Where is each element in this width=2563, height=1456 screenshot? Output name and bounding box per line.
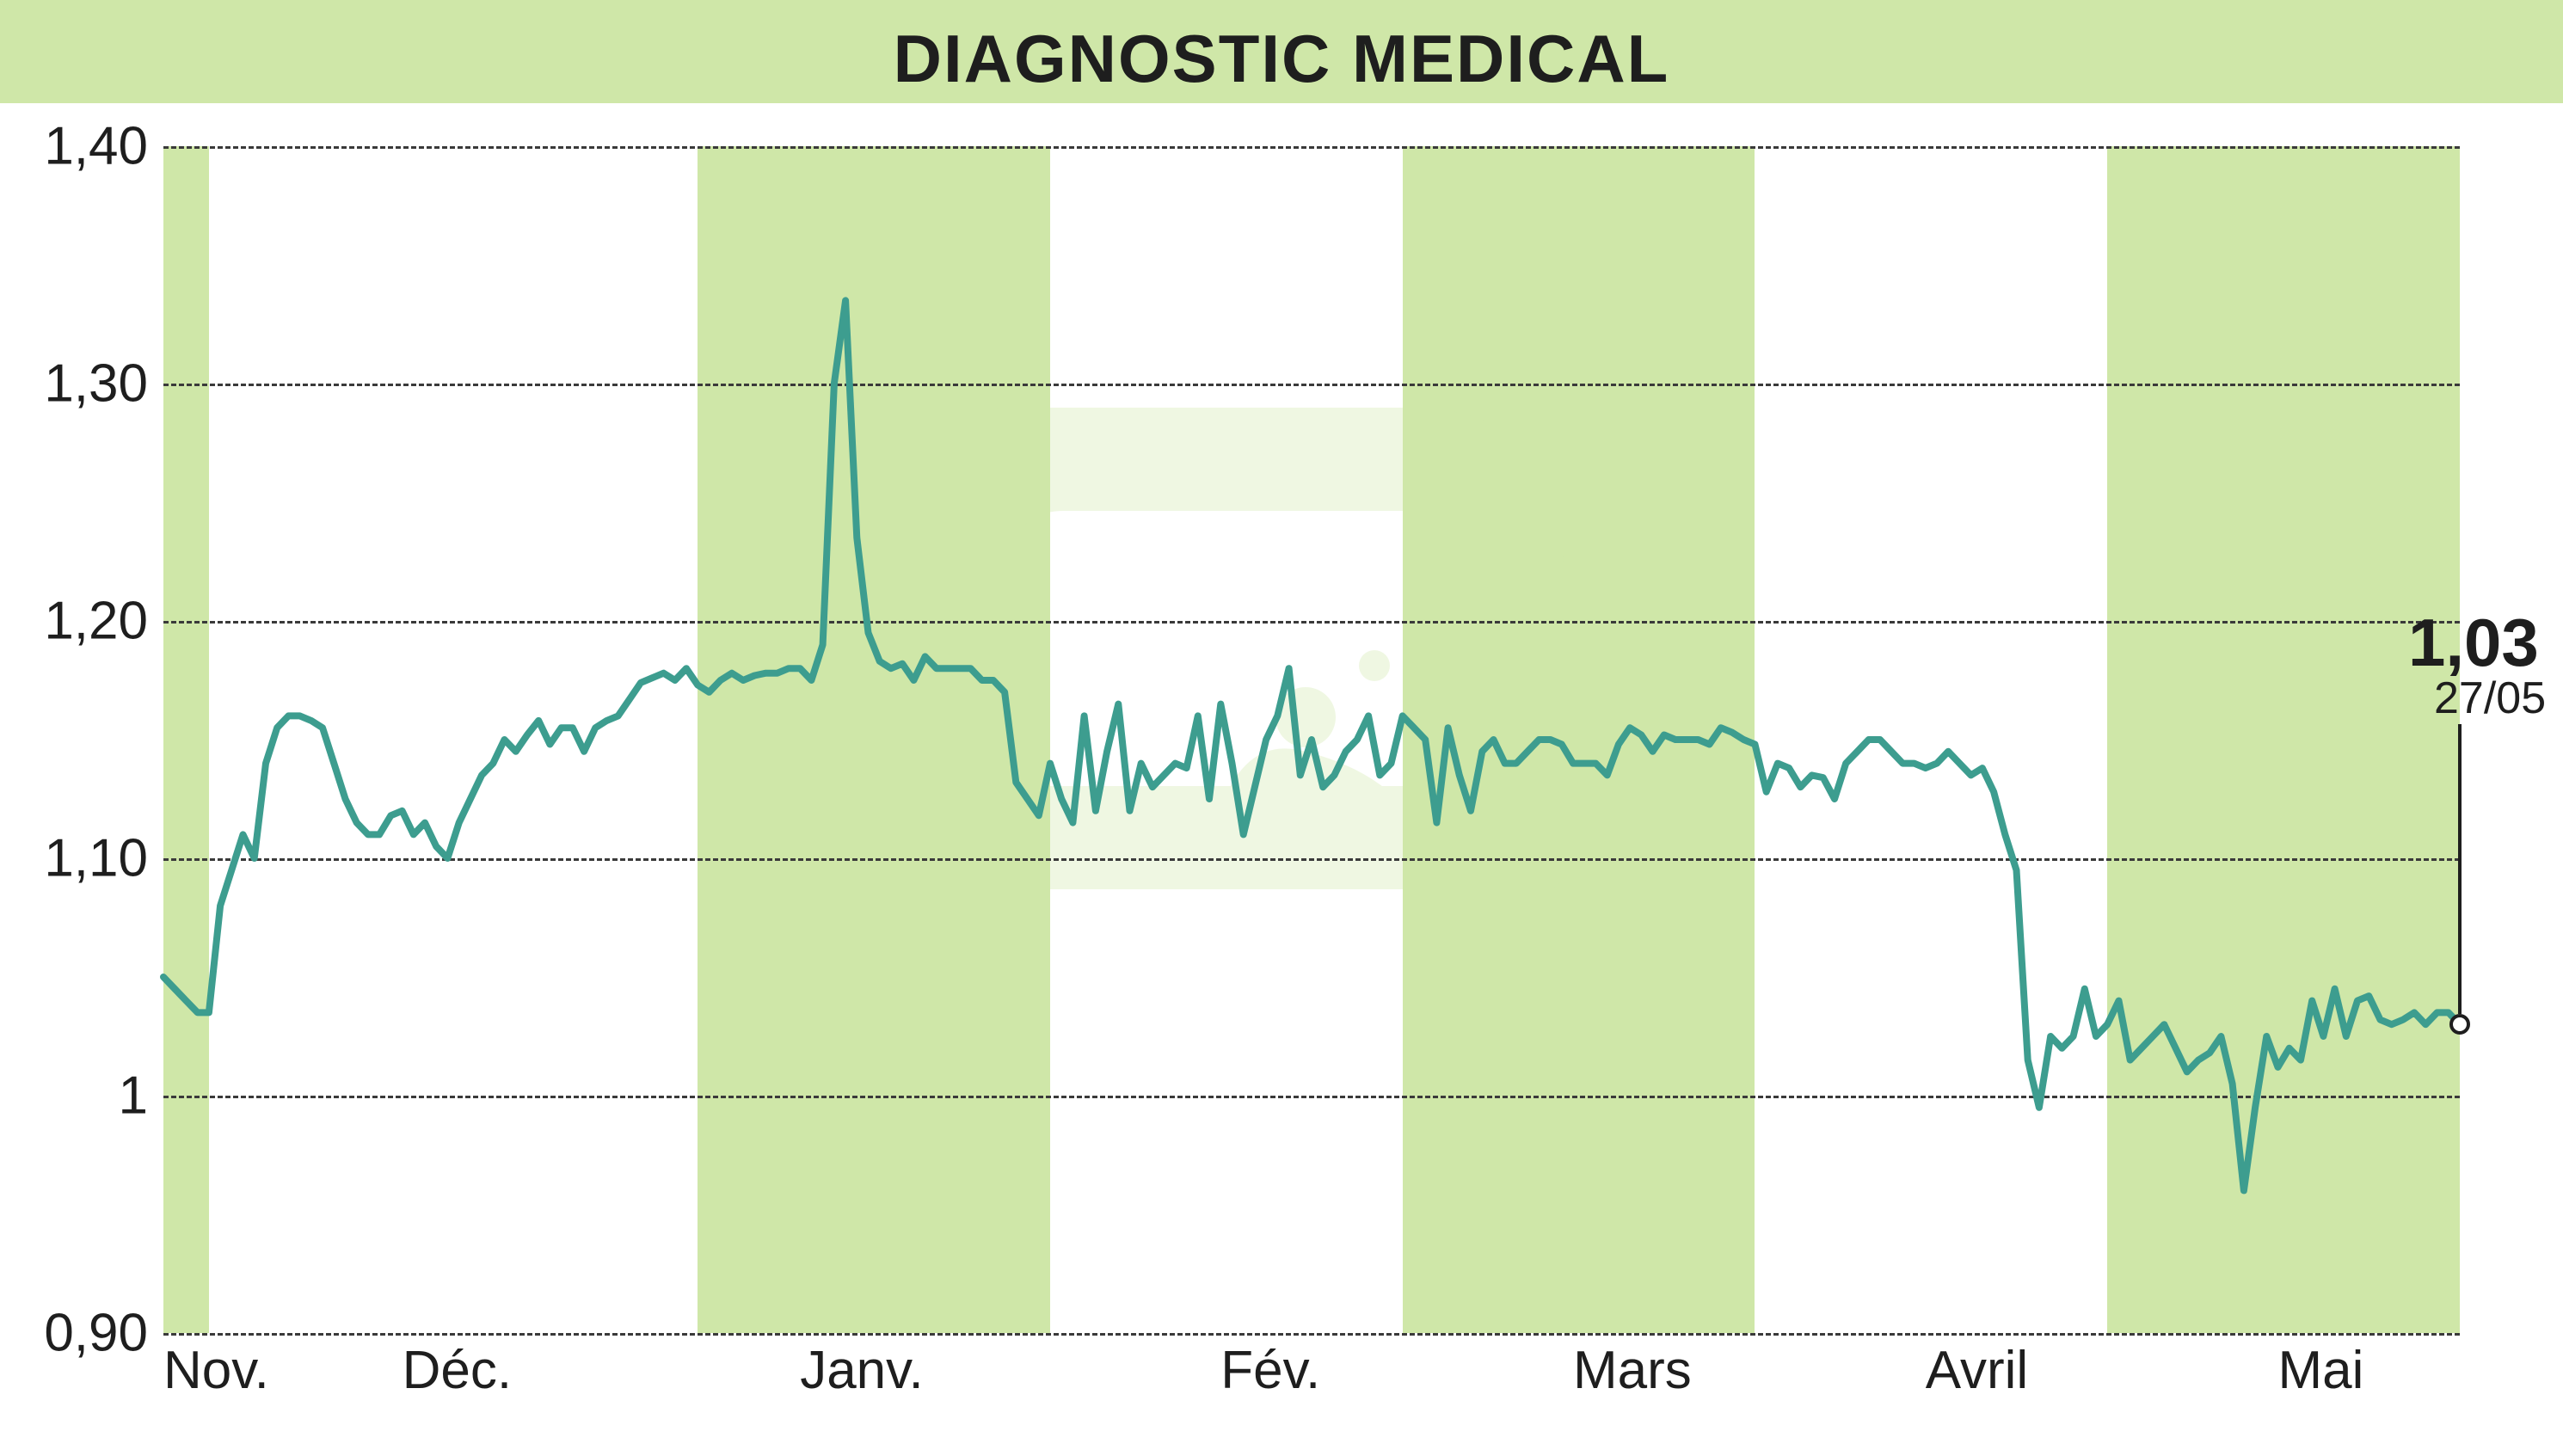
gridline: [163, 1333, 2460, 1336]
x-tick-label: Mars: [1573, 1340, 1692, 1401]
x-tick-label: Déc.: [403, 1340, 512, 1401]
y-tick-label: 1,30: [44, 353, 148, 415]
chart-title: DIAGNOSTIC MEDICAL: [894, 21, 1670, 96]
callout-date: 27/05: [2434, 673, 2546, 724]
callout-value: 1,03: [2408, 604, 2539, 682]
y-tick-label: 1: [119, 1066, 148, 1127]
y-tick-label: 1,20: [44, 591, 148, 652]
chart-title-bar: DIAGNOSTIC MEDICAL: [0, 0, 2563, 103]
y-tick-label: 1,10: [44, 828, 148, 889]
x-tick-label: Avril: [1926, 1340, 2028, 1401]
callout-leader: [2458, 724, 2462, 1014]
x-tick-label: Janv.: [800, 1340, 924, 1401]
price-line: [163, 300, 2460, 1190]
x-tick-label: Mai: [2278, 1340, 2364, 1401]
x-tick-label: Nov.: [163, 1340, 269, 1401]
y-tick-label: 0,90: [44, 1303, 148, 1364]
end-marker: [2449, 1014, 2470, 1035]
series-svg: [163, 146, 2460, 1333]
x-tick-label: Fév.: [1220, 1340, 1320, 1401]
y-tick-label: 1,40: [44, 116, 148, 177]
plot-region: 1,401,301,201,1010,90Nov.Déc.Janv.Fév.Ma…: [163, 146, 2460, 1333]
